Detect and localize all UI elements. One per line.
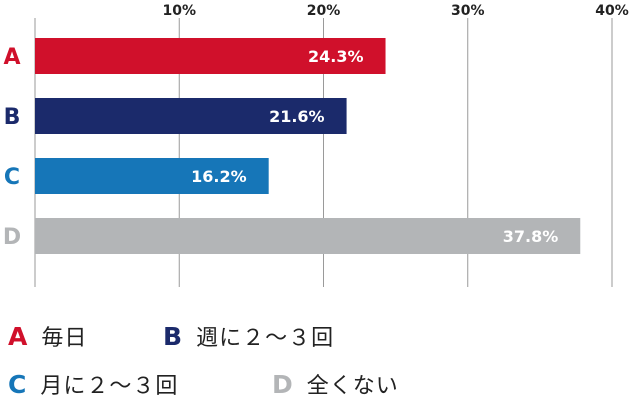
x-tick-label-40: 40% xyxy=(595,3,629,19)
legend-label-c: 月に２〜３回 xyxy=(40,374,179,399)
category-label-d: D xyxy=(3,225,21,250)
legend-letter-b: B xyxy=(163,321,183,351)
legend-item-a: A 毎日 xyxy=(8,316,87,356)
x-tick-label-20: 20% xyxy=(307,3,341,19)
category-label-c: C xyxy=(4,165,20,190)
value-label-c: 16.2% xyxy=(191,167,247,186)
legend-letter-a: A xyxy=(8,321,28,351)
legend-item-c: C 月に２〜３回 xyxy=(8,364,178,404)
bar-chart: 10% 20% 30% 40% A 24.3% B 21.6% C 16.2% D 37.8% xyxy=(3,3,629,287)
bar-d xyxy=(35,218,581,254)
value-label-d: 37.8% xyxy=(503,227,559,246)
legend-item-d: D 全くない xyxy=(272,364,399,404)
value-label-b: 21.6% xyxy=(269,107,325,126)
legend-label-b: 週に２〜３回 xyxy=(196,326,335,351)
category-label-a: A xyxy=(3,45,20,70)
legend-item-b: B 週に２〜３回 xyxy=(163,316,334,356)
legend-letter-d: D xyxy=(272,369,293,399)
x-tick-label-10: 10% xyxy=(162,3,196,19)
bar-c xyxy=(35,158,269,194)
bar-b xyxy=(35,98,347,134)
value-label-a: 24.3% xyxy=(308,47,364,66)
category-label-b: B xyxy=(4,105,21,130)
legend: A 毎日 B 週に２〜３回 C 月に２〜３回 D 全くない xyxy=(0,312,642,402)
legend-letter-c: C xyxy=(8,369,27,399)
x-tick-label-30: 30% xyxy=(451,3,485,19)
legend-label-a: 毎日 xyxy=(41,326,88,351)
bar-a xyxy=(35,38,386,74)
legend-label-d: 全くない xyxy=(306,374,399,399)
